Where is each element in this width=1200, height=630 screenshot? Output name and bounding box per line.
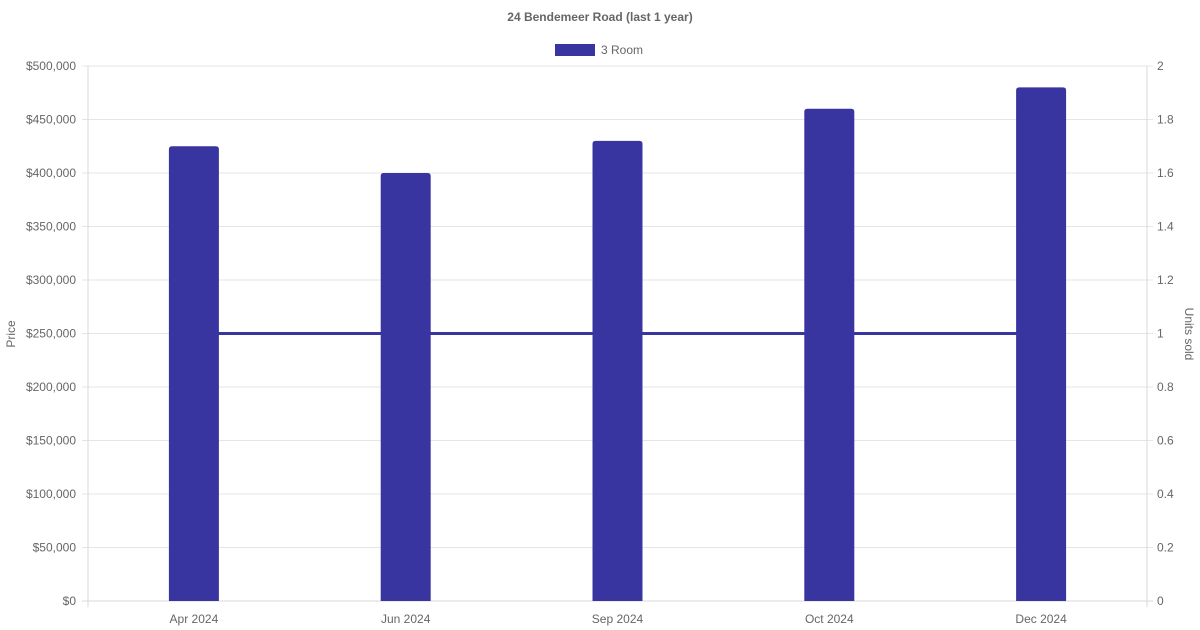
legend[interactable]: 3 Room: [555, 43, 643, 57]
bar-jun-2024[interactable]: [380, 173, 431, 601]
y-tick-label-left: $400,000: [26, 166, 76, 180]
y-axis-title-left: Price: [4, 320, 18, 348]
y-axis-title-right: Units sold: [1182, 308, 1196, 361]
left-axis-ticks: $0 $50,000 $100,000 $150,000 $200,000 $250,00…: [26, 59, 76, 608]
legend-swatch-3-room: [555, 44, 595, 56]
x-axis-ticks: Apr 2024 Jun 2024 Sep 2024 Oct 2024 Dec 2024: [170, 612, 1068, 626]
y-tick-label-right: 1: [1157, 327, 1164, 341]
y-tick-label-right: 0.2: [1157, 541, 1174, 555]
y-tick-label-left: $150,000: [26, 434, 76, 448]
x-tick-label: Sep 2024: [592, 612, 644, 626]
y-tick-label-left: $450,000: [26, 113, 76, 127]
y-tick-label-left: $350,000: [26, 220, 76, 234]
y-tick-label-left: $250,000: [26, 327, 76, 341]
y-tick-label-left: $200,000: [26, 380, 76, 394]
y-tick-label-right: 0.6: [1157, 434, 1174, 448]
bar-sep-2024[interactable]: [592, 140, 643, 601]
y-tick-label-right: 0.4: [1157, 487, 1174, 501]
y-tick-label-right: 1.8: [1157, 113, 1174, 127]
bar-apr-2024[interactable]: [168, 146, 219, 601]
y-tick-label-right: 1.2: [1157, 273, 1174, 287]
right-axis-ticks: 0 0.2 0.4 0.6 0.8 1 1.2 1.4 1.6 1.8 2: [1157, 59, 1174, 608]
y-tick-label-right: 0: [1157, 594, 1164, 608]
y-tick-label-left: $500,000: [26, 59, 76, 73]
bar-oct-2024[interactable]: [804, 108, 855, 602]
bars: [168, 87, 1067, 602]
y-tick-label-right: 0.8: [1157, 380, 1174, 394]
y-tick-label-right: 1.4: [1157, 220, 1174, 234]
x-tick-label: Jun 2024: [381, 612, 431, 626]
y-tick-label-left: $100,000: [26, 487, 76, 501]
x-tick-label: Oct 2024: [805, 612, 854, 626]
bar-dec-2024[interactable]: [1016, 87, 1067, 601]
y-tick-label-left: $300,000: [26, 273, 76, 287]
y-tick-label-right: 1.6: [1157, 166, 1174, 180]
y-tick-label-left: $0: [63, 594, 77, 608]
y-tick-label-right: 2: [1157, 59, 1164, 73]
x-tick-label: Apr 2024: [170, 612, 219, 626]
legend-label-3-room: 3 Room: [601, 43, 643, 57]
chart-title: 24 Bendemeer Road (last 1 year): [507, 10, 692, 24]
x-tick-label: Dec 2024: [1015, 612, 1067, 626]
y-tick-label-left: $50,000: [33, 541, 77, 555]
